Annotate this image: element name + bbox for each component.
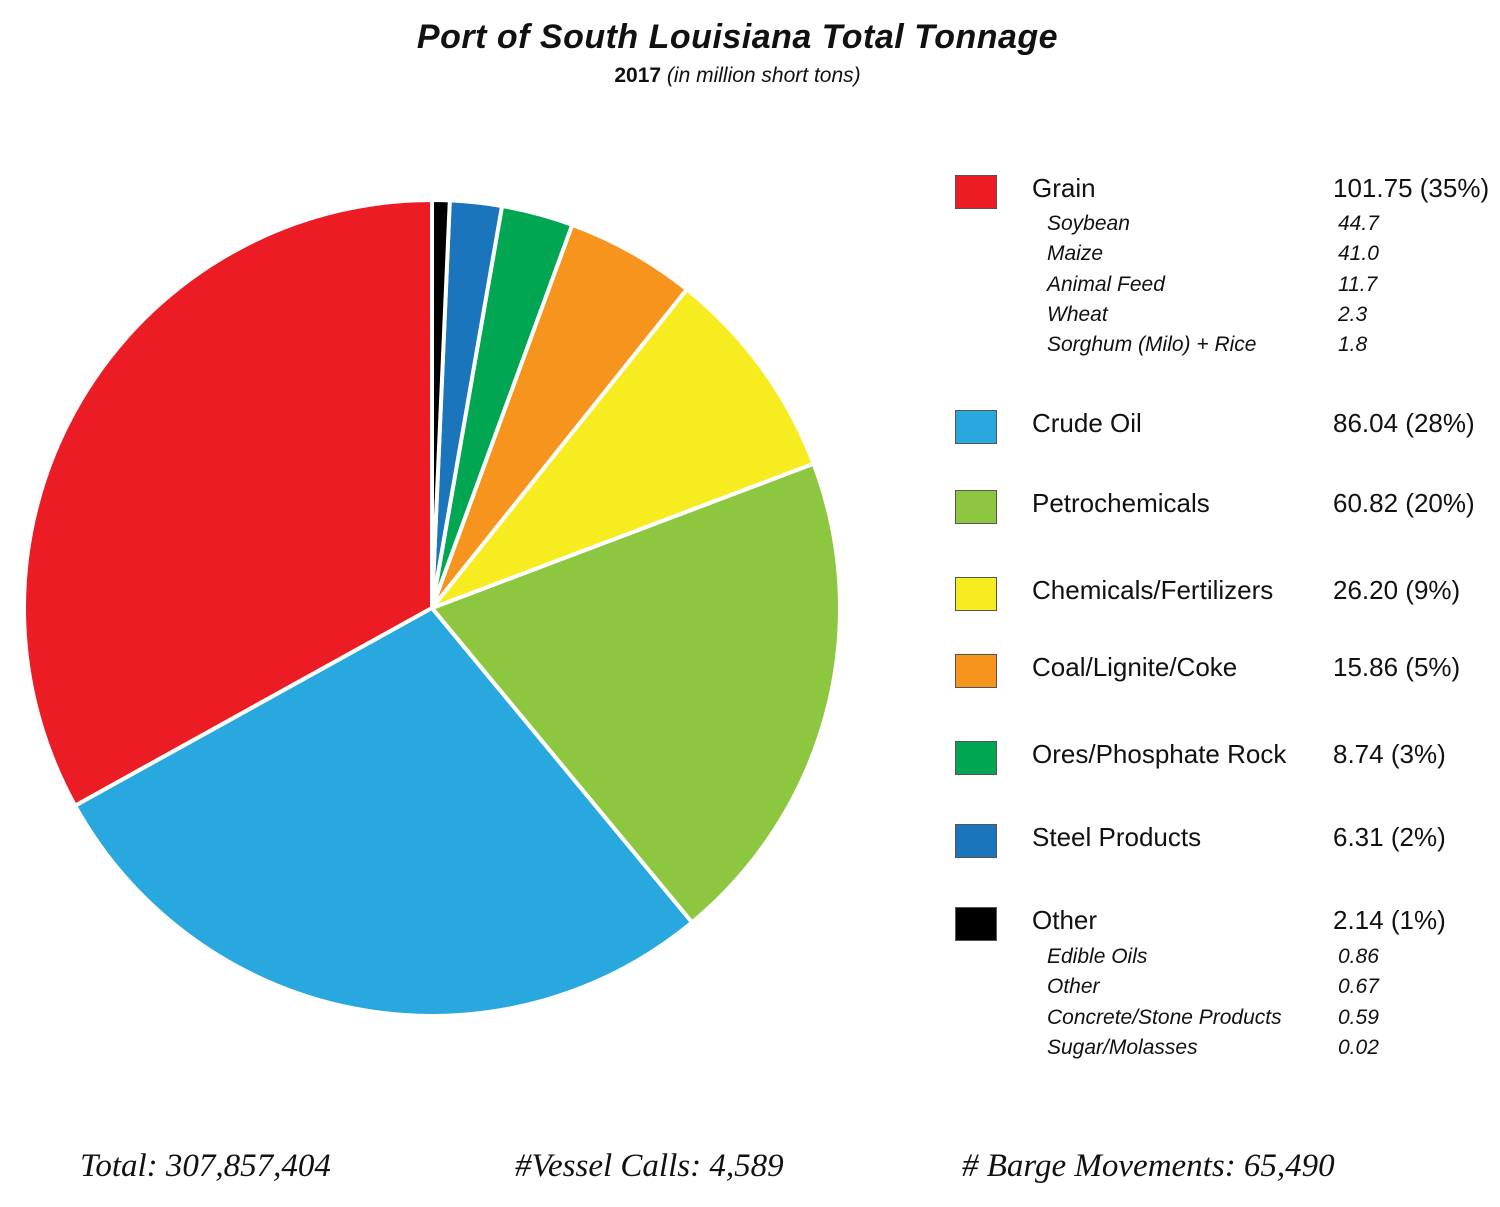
legend-swatch-petrochemicals (955, 490, 997, 524)
legend-subvalue-other: 0.67 (1338, 975, 1379, 999)
legend-value-chemicals-fertilizers: 26.20 (9%) (1333, 575, 1461, 605)
pie-slice-other (430, 198, 452, 610)
pie-slice-petrochemicals (430, 461, 842, 925)
pie-chart (22, 198, 842, 1018)
legend-swatch-ores-phosphate-rock (955, 741, 997, 775)
legend-sublabel-concrete-stone-products: Concrete/Stone Products (1047, 1005, 1282, 1029)
legend-sublabel-maize: Maize (1047, 242, 1104, 266)
legend: Grain 101.75 (35%) Soybean 44.7 Maize 41.0 Ani… (955, 173, 1490, 1059)
footer-barge-movements: # Barge Movements: 65,490 (962, 1148, 1335, 1184)
chart-subtitle: 2017 (in million short tons) (0, 64, 1475, 88)
pie-slice-crude-oil (73, 606, 695, 1018)
legend-sublabel-wheat: Wheat (1047, 302, 1108, 326)
legend-value-petrochemicals: 60.82 (20%) (1333, 488, 1475, 518)
legend-sublabel-animal-feed: Animal Feed (1047, 272, 1165, 296)
legend-value-grain: 101.75 (35%) (1333, 173, 1490, 203)
legend-sublabel-edible-oils: Edible Oils (1047, 945, 1148, 968)
legend-label-steel-products: Steel Products (1032, 822, 1202, 852)
chart-title: Port of South Louisiana Total Tonnage (416, 18, 1059, 56)
legend-label-chemicals-fertilizers: Chemicals/Fertilizers (1032, 575, 1274, 605)
legend-sublabel-soybean: Soybean (1047, 212, 1130, 235)
legend-value-coal-lignite-coke: 15.86 (5%) (1333, 652, 1461, 682)
footer-vessel-calls: #Vessel Calls: 4,589 (515, 1148, 784, 1184)
legend-swatch-crude-oil (955, 410, 997, 444)
legend-value-steel-products: 6.31 (2%) (1333, 822, 1446, 852)
legend-swatch-grain (955, 175, 997, 209)
legend-sublabel-sorghum-milo-rice: Sorghum (Milo) + Rice (1047, 333, 1257, 357)
legend-swatch-chemicals-fertilizers (955, 577, 997, 611)
legend-label-grain: Grain (1032, 173, 1096, 203)
legend-label-coal-lignite-coke: Coal/Lignite/Coke (1032, 652, 1238, 682)
footer-total: Total: 307,857,404 (80, 1148, 331, 1184)
legend-subvalue-sorghum-milo-rice: 1.8 (1338, 333, 1368, 357)
pie-slice-chemicals-fertilizers (430, 287, 816, 610)
legend-label-petrochemicals: Petrochemicals (1032, 488, 1210, 518)
legend-subvalue-animal-feed: 11.7 (1338, 272, 1378, 296)
subtitle-units: (in million short tons) (666, 64, 861, 87)
legend-label-ores-phosphate-rock: Ores/Phosphate Rock (1032, 739, 1287, 769)
legend-sublabel-other: Other (1047, 975, 1100, 999)
legend-subvalue-concrete-stone-products: 0.59 (1338, 1005, 1379, 1029)
legend-value-other: 2.14 (1%) (1333, 905, 1446, 935)
subtitle-year: 2017 (614, 64, 662, 87)
legend-swatch-coal-lignite-coke (955, 654, 997, 688)
legend-subvalue-soybean: 44.7 (1338, 212, 1379, 235)
legend-label-crude-oil: Crude Oil (1032, 408, 1142, 438)
legend-value-crude-oil: 86.04 (28%) (1333, 408, 1475, 438)
legend-swatch-steel-products (955, 824, 997, 858)
legend-value-ores-phosphate-rock: 8.74 (3%) (1333, 739, 1446, 769)
pie-slice-grain (22, 198, 434, 808)
legend-subvalue-sugar-molasses: 0.02 (1338, 1035, 1379, 1059)
legend-subvalue-edible-oils: 0.86 (1338, 945, 1379, 968)
legend-subvalue-wheat: 2.3 (1338, 302, 1368, 326)
legend-subvalue-maize: 41.0 (1338, 242, 1379, 266)
legend-label-other: Other (1032, 905, 1098, 935)
legend-sublabel-sugar-molasses: Sugar/Molasses (1047, 1035, 1198, 1059)
legend-swatch-other (955, 907, 997, 941)
